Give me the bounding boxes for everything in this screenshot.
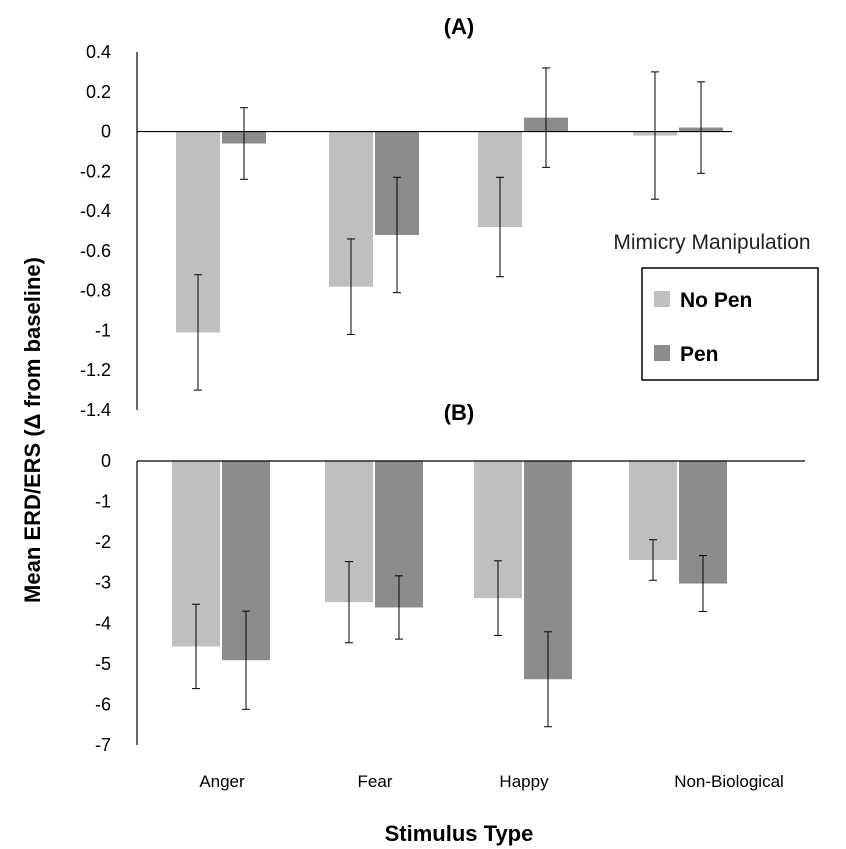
legend-title: Mimicry Manipulation <box>613 231 810 254</box>
x-tick-label: Happy <box>499 772 549 791</box>
y-axis-title: Mean ERD/ERS (Δ from baseline) <box>20 257 45 603</box>
y-tick-label: -6 <box>95 694 111 714</box>
y-tick-label: -0.8 <box>80 281 111 301</box>
legend-label-pen: Pen <box>680 343 719 366</box>
y-tick-label: 0 <box>101 451 111 471</box>
legend-box <box>641 267 819 381</box>
legend-label-no-pen: No Pen <box>680 289 752 312</box>
x-tick-label: Anger <box>199 772 245 791</box>
y-tick-label: -4 <box>95 613 111 633</box>
panel-a: 0.4 0.2 0 -0.2 -0.4 -0.6 -0.8 -1 -1.2 -1.4 <box>80 42 732 420</box>
y-tick-label: -3 <box>95 573 111 593</box>
y-tick-label: -7 <box>95 735 111 755</box>
legend-swatch-pen <box>654 345 670 361</box>
y-tick-label: -1 <box>95 320 111 340</box>
y-tick-label: -1.4 <box>80 400 111 420</box>
y-tick-label: -1.2 <box>80 360 111 380</box>
y-tick-label: -1 <box>95 492 111 512</box>
y-tick-label: 0.4 <box>86 42 111 62</box>
y-tick-label: 0 <box>101 122 111 142</box>
y-tick-label: -0.2 <box>80 161 111 181</box>
x-axis-title: Stimulus Type <box>385 821 534 846</box>
panel-b: 0 -1 -2 -3 -4 -5 -6 -7 Anger Fear Happy Non-Biologi… <box>95 451 805 791</box>
x-tick-label: Non-Biological <box>674 772 784 791</box>
panel-a-title: (A) <box>444 14 475 39</box>
legend: Mimicry Manipulation No Pen Pen <box>613 231 819 381</box>
y-tick-label: -2 <box>95 532 111 552</box>
panel-b-title: (B) <box>444 400 475 425</box>
y-tick-label: -0.6 <box>80 241 111 261</box>
y-tick-label: 0.2 <box>86 82 111 102</box>
x-tick-label: Fear <box>358 772 393 791</box>
y-tick-label: -0.4 <box>80 201 111 221</box>
y-tick-label: -5 <box>95 654 111 674</box>
legend-swatch-no-pen <box>654 291 670 307</box>
